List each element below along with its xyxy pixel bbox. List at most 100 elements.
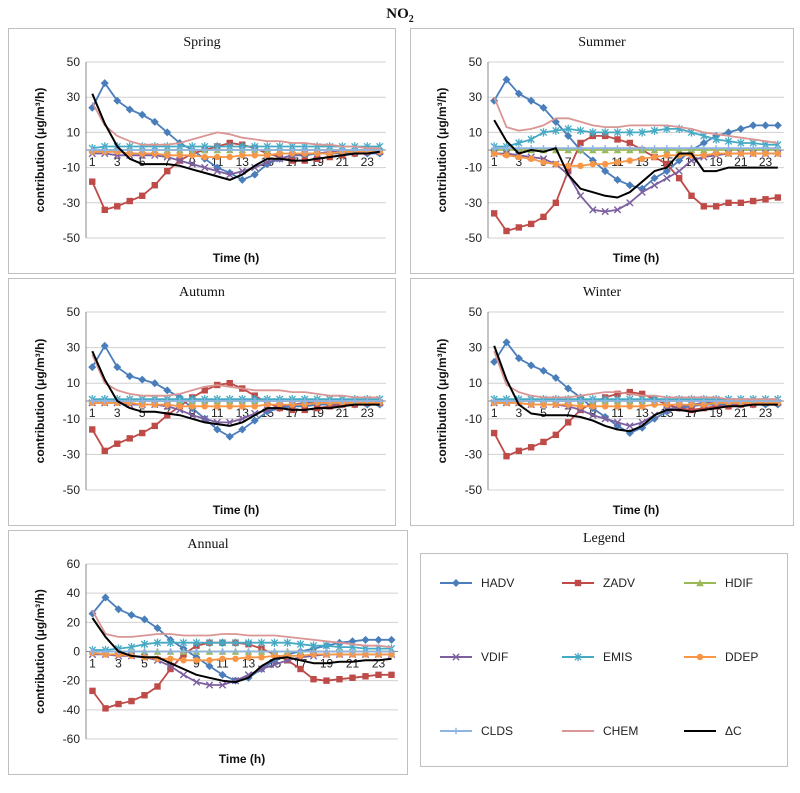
series-chem-winter (493, 350, 778, 401)
data-point-emis (270, 638, 279, 647)
y-tick-label: -10 (63, 412, 81, 426)
data-point-hadv (564, 384, 573, 393)
data-point-zadv (552, 199, 560, 206)
data-point-clds (614, 145, 621, 152)
data-point-ddep (601, 160, 609, 168)
data-point-vdif (179, 671, 188, 679)
data-point-ddep (651, 401, 658, 408)
data-point-ddep (226, 153, 233, 161)
data-point-ddep (206, 657, 213, 664)
data-point-hadv (761, 121, 770, 130)
data-point-zadv (276, 153, 283, 161)
data-point-clds (737, 145, 745, 152)
series-line-dc (91, 617, 392, 684)
data-point-zadv (503, 452, 510, 460)
data-point-ddep (490, 150, 498, 157)
series-line-emis (92, 145, 380, 150)
series-chem-annual (91, 610, 392, 648)
data-point-clds (271, 648, 278, 655)
data-point-ddep (264, 401, 271, 408)
data-point-ddep (214, 153, 221, 161)
data-point-clds (601, 397, 609, 405)
chart-summer: Summer503010-10-30-501357911131517192123… (410, 28, 794, 274)
data-point-emis (166, 638, 175, 647)
data-point-clds (102, 648, 109, 655)
data-point-clds (589, 397, 597, 405)
x-tick-label: 5 (139, 155, 146, 169)
data-point-emis (244, 638, 253, 647)
data-point-vdif (613, 206, 622, 214)
data-point-vdif (201, 163, 209, 172)
data-point-zadv (89, 426, 96, 433)
data-point-zadv (712, 403, 720, 410)
panel-title: Winter (583, 285, 622, 300)
data-point-zadv (762, 196, 769, 203)
legend-marker-hadv (452, 579, 460, 587)
data-point-vdif (613, 418, 622, 427)
series-chem-summer (493, 96, 778, 144)
data-point-clds (214, 397, 221, 405)
data-point-clds (490, 397, 498, 405)
data-point-vdif (626, 199, 634, 207)
data-point-clds (141, 648, 148, 655)
x-tick-label: 5 (540, 406, 547, 420)
data-point-clds (276, 397, 283, 405)
data-point-hadv (539, 366, 548, 375)
data-point-clds (503, 145, 510, 152)
data-point-ddep (289, 150, 296, 157)
y-tick-label: 10 (469, 376, 483, 390)
data-point-emis (626, 128, 634, 137)
x-tick-label: 3 (515, 155, 522, 169)
series-clds-spring (89, 146, 383, 154)
legend-item-emis: EMIS (561, 650, 632, 664)
data-point-zadv (774, 194, 782, 201)
data-point-ddep (712, 150, 720, 157)
data-point-clds (245, 648, 252, 655)
x-tick-label: 23 (759, 406, 773, 420)
data-point-clds (258, 648, 265, 655)
data-point-zadv (564, 167, 572, 175)
legend-label: HADV (481, 576, 515, 590)
data-point-clds (284, 648, 291, 655)
data-point-clds (675, 397, 683, 405)
legend-marker-vdif (452, 653, 460, 661)
data-point-ddep (219, 655, 226, 662)
data-point-hadv (551, 117, 560, 126)
data-point-clds (688, 397, 695, 405)
data-point-ddep (232, 655, 239, 662)
data-point-vdif (675, 167, 683, 175)
data-point-clds (712, 145, 720, 152)
data-point-zadv (336, 676, 343, 683)
data-point-clds (201, 397, 208, 405)
data-point-ddep (151, 401, 158, 408)
data-point-clds (189, 397, 196, 405)
data-point-clds (349, 648, 356, 655)
data-point-zadv (323, 677, 330, 684)
x-tick-label: 13 (242, 657, 256, 671)
data-point-clds (490, 145, 498, 152)
y-tick-label: -60 (63, 732, 81, 746)
data-point-ddep (638, 155, 646, 162)
data-point-zadv (503, 227, 510, 235)
data-point-zadv (515, 224, 523, 231)
data-point-zadv (540, 438, 547, 446)
data-point-zadv (362, 673, 369, 680)
legend-item-ddep: DDEP (683, 650, 758, 664)
data-point-zadv (126, 197, 133, 205)
data-point-hadv (153, 624, 162, 633)
data-point-clds (226, 397, 233, 405)
data-point-clds (239, 146, 246, 154)
data-point-ddep (774, 150, 782, 157)
data-point-emis (192, 638, 201, 647)
legend-marker-emis (574, 652, 582, 662)
data-point-hadv (150, 379, 159, 388)
data-point-ddep (201, 153, 208, 161)
legend-swatch-ddep (684, 653, 716, 661)
data-point-clds (700, 397, 708, 405)
legend-item-hdif: HDIF (683, 576, 753, 590)
y-axis-label: contribution (μg/m³/h) (435, 88, 449, 213)
x-tick-label: 3 (515, 406, 522, 420)
y-tick-label: 20 (67, 615, 81, 629)
data-point-zadv (626, 139, 634, 147)
series-line-chem (493, 96, 778, 144)
